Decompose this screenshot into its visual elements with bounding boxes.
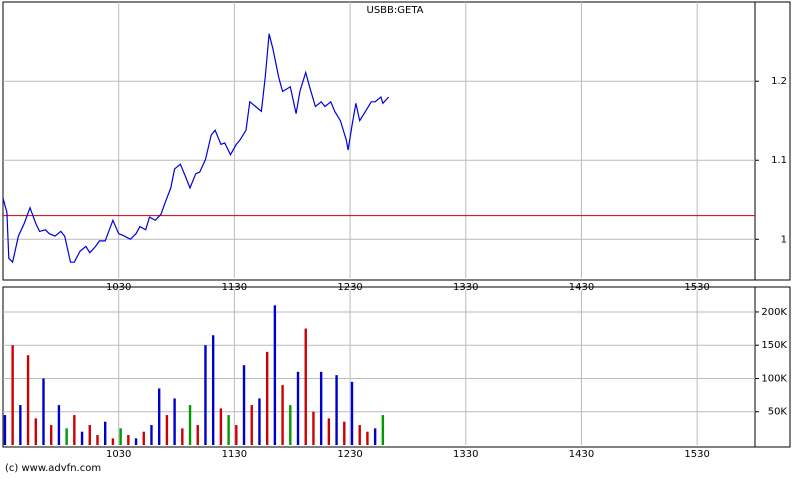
- panel-frame: [2, 286, 791, 448]
- volume-bar: [165, 415, 169, 445]
- chart-title: USBB:GETA: [367, 5, 424, 16]
- volume-bar: [250, 405, 253, 445]
- x-tick-label: 1130: [222, 449, 247, 460]
- volume-bar: [150, 425, 153, 445]
- price-line: [2, 33, 390, 264]
- volume-bar: [211, 335, 215, 445]
- volume-bar: [366, 431, 369, 445]
- volume-bar: [312, 411, 315, 445]
- x-tick-label: 1030: [106, 449, 131, 460]
- volume-bar: [358, 425, 361, 445]
- volume-bar: [65, 428, 68, 445]
- volume-bar: [258, 398, 261, 445]
- volume-bar: [103, 421, 107, 445]
- volume-bar: [111, 438, 115, 445]
- volume-bar: [242, 365, 246, 445]
- volume-bar: [88, 425, 91, 445]
- volume-bar: [281, 385, 284, 445]
- volume-bar: [265, 351, 269, 445]
- y-tick-label: 100K: [761, 373, 787, 384]
- volume-bar: [119, 428, 122, 445]
- volume-bar: [96, 435, 99, 445]
- volume-bar: [327, 418, 331, 445]
- volume-bar: [50, 425, 53, 445]
- y-tick-label: 200K: [761, 307, 787, 318]
- x-tick-label: 1430: [569, 449, 594, 460]
- volume-bar: [219, 408, 223, 445]
- volume-bar: [173, 398, 176, 445]
- x-tick-label: 1530: [684, 449, 709, 460]
- y-tick-label: 1.1: [771, 155, 787, 166]
- volume-bar: [273, 305, 277, 445]
- volume-bar: [34, 418, 37, 445]
- volume-bar: [381, 415, 385, 445]
- volume-bar: [3, 415, 7, 445]
- volume-bar: [57, 405, 61, 445]
- volume-bar: [304, 328, 307, 445]
- volume-bar: [289, 405, 292, 445]
- volume-bar: [235, 425, 238, 445]
- volume-bar: [204, 345, 207, 445]
- volume-bar: [73, 415, 76, 445]
- y-tick-label: 150K: [761, 340, 787, 351]
- volume-bar: [335, 375, 338, 445]
- x-tick-label: 1330: [453, 449, 478, 460]
- volume-bar: [319, 371, 323, 445]
- volume-bar: [296, 371, 300, 445]
- volume-bar: [142, 431, 145, 445]
- volume-bar: [11, 345, 14, 445]
- volume-bar: [19, 405, 22, 445]
- y-tick-label: 1: [781, 234, 787, 245]
- y-tick-label: 1.2: [771, 76, 787, 87]
- copyright: (c) www.advfn.com: [5, 463, 101, 474]
- volume-bar: [188, 405, 192, 445]
- volume-bar: [134, 438, 138, 445]
- volume-bar: [196, 425, 199, 445]
- volume-bar: [373, 428, 377, 445]
- volume-bar: [42, 378, 45, 445]
- x-tick-label: 1230: [337, 449, 362, 460]
- y-tick-label: 50K: [768, 407, 788, 418]
- volume-bar: [181, 428, 184, 445]
- volume-bar: [80, 431, 84, 445]
- volume-bar: [350, 381, 354, 445]
- volume-bar: [343, 421, 346, 445]
- volume-bar: [26, 355, 30, 445]
- volume-bar: [127, 435, 130, 445]
- panel-frame: [2, 1, 791, 281]
- volume-bar: [157, 388, 161, 445]
- volume-bar: [227, 415, 230, 445]
